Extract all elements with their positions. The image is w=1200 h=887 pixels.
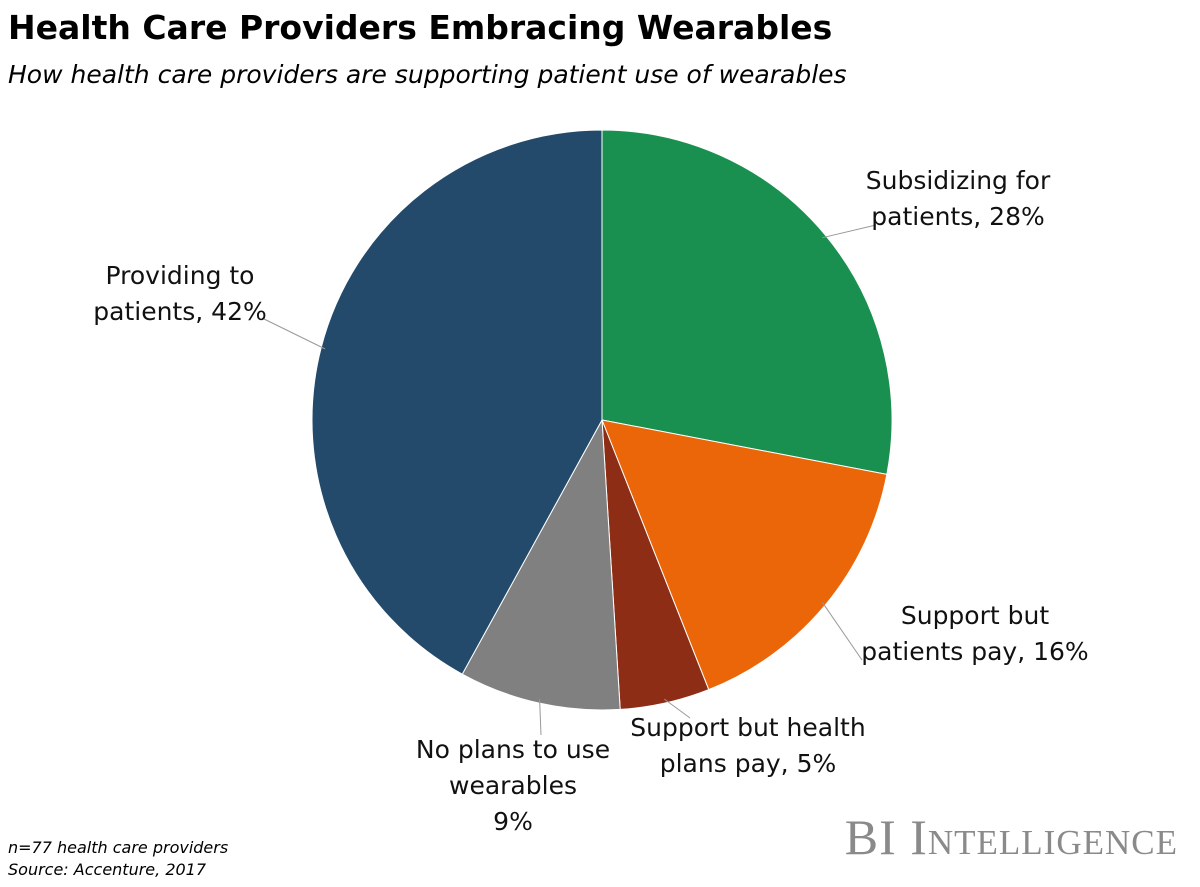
note: n=77 health care providers [8, 838, 229, 857]
pie-slice [311, 129, 603, 675]
data-label: No plans to use wearables 9% [415, 735, 611, 836]
pie-slice [601, 129, 893, 475]
leader-line [664, 698, 691, 719]
data-label: Support but patients pay, 16% [861, 601, 1089, 666]
data-label: Support but health plans pay, 5% [630, 713, 866, 778]
pie-slice [461, 418, 621, 711]
source: Source: Accenture, 2017 [8, 860, 207, 879]
leader-line [821, 602, 863, 661]
data-label: Subsidizing for patients, 28% [865, 166, 1051, 231]
leader-line [822, 224, 877, 239]
brand: BI Intelligence [844, 809, 1178, 865]
leader-line [261, 317, 326, 350]
pie-slice [601, 419, 888, 691]
chart-title: Health Care Providers Embracing Wearable… [8, 8, 833, 47]
leader-line [539, 699, 542, 736]
chart-subtitle: How health care providers are supporting… [8, 60, 847, 89]
data-label: Providing to patients, 42% [93, 261, 267, 326]
